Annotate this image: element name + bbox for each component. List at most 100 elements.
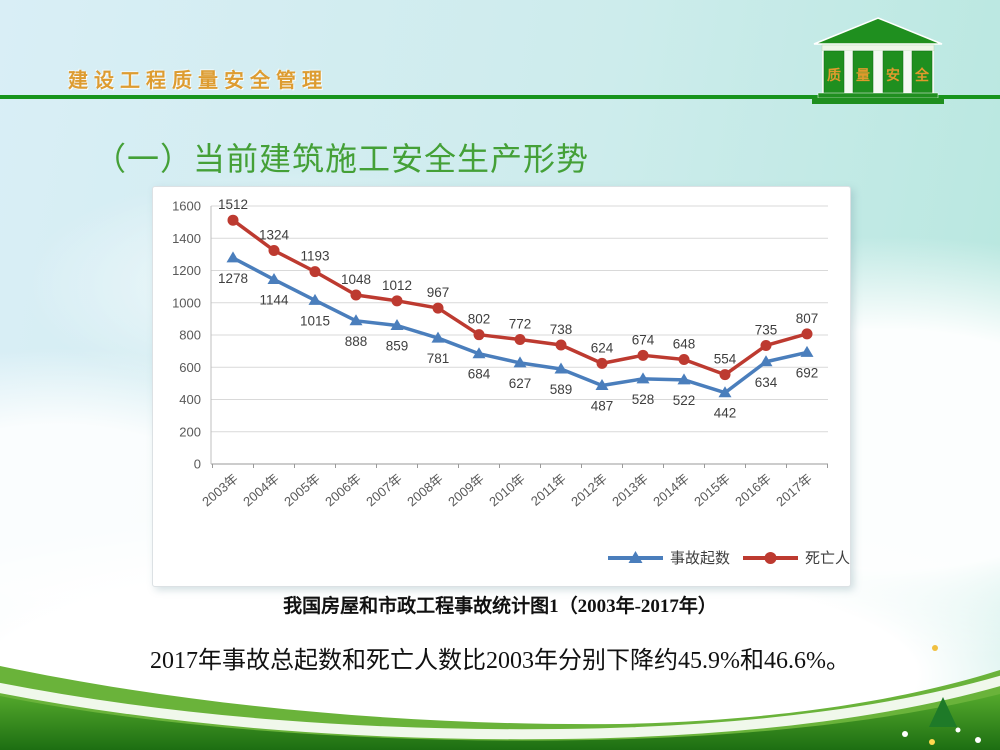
deaths-marker <box>227 214 239 226</box>
front-hill <box>0 694 1000 750</box>
deaths-value-label: 648 <box>673 337 696 352</box>
deaths-value-label: 674 <box>632 332 655 347</box>
x-axis-label: 2004年 <box>240 471 282 509</box>
deaths-marker <box>760 339 772 351</box>
deaths-value-label: 1512 <box>218 197 248 212</box>
accidents-marker <box>308 293 322 305</box>
deaths-value-label: 554 <box>714 352 737 367</box>
accidents-marker <box>800 345 814 357</box>
logo-char: 安 <box>886 67 900 83</box>
deaths-marker <box>596 357 608 369</box>
accidents-value-label: 781 <box>427 351 450 366</box>
deaths-value-label: 772 <box>509 317 532 332</box>
logo-pediment <box>813 17 943 45</box>
accidents-marker <box>513 356 527 368</box>
legend-label: 死亡人数 <box>805 550 850 567</box>
x-axis-label: 2007年 <box>363 471 405 509</box>
accidents-value-label: 528 <box>632 392 655 407</box>
accidents-marker <box>226 251 240 263</box>
accidents-value-label: 1144 <box>259 293 289 308</box>
deaths-value-label: 624 <box>591 340 614 355</box>
x-axis-label: 2005年 <box>281 471 323 509</box>
y-axis-label: 0 <box>194 457 201 472</box>
legend-marker <box>764 552 777 564</box>
x-axis-label: 2011年 <box>528 471 569 509</box>
deaths-value-label: 802 <box>468 312 491 327</box>
flower-icon <box>975 737 981 743</box>
deaths-marker <box>555 339 567 351</box>
y-axis-label: 1000 <box>172 295 201 310</box>
deaths-value-label: 738 <box>550 322 573 337</box>
deaths-marker <box>268 245 280 257</box>
accidents-value-label: 1278 <box>218 271 248 286</box>
accidents-marker <box>390 318 404 330</box>
accidents-value-label: 487 <box>591 398 614 413</box>
deaths-marker <box>391 295 403 307</box>
y-axis-label: 1600 <box>172 199 201 214</box>
logo-architrave <box>821 44 935 52</box>
header-rule <box>0 95 1000 99</box>
deaths-marker <box>432 302 444 314</box>
logo-char: 量 <box>856 67 870 83</box>
accidents-value-label: 589 <box>550 382 573 397</box>
flower-icon <box>955 727 961 733</box>
deaths-marker <box>514 334 526 346</box>
accidents-marker <box>431 331 445 343</box>
y-axis-label: 1400 <box>172 231 201 246</box>
deaths-marker <box>350 289 362 301</box>
y-axis-label: 400 <box>179 392 201 407</box>
x-axis-label: 2008年 <box>404 471 446 509</box>
y-axis-label: 800 <box>179 328 201 343</box>
accidents-value-label: 442 <box>714 406 737 421</box>
deaths-marker <box>719 369 731 381</box>
x-axis-label: 2010年 <box>486 471 528 509</box>
chart-caption: 我国房屋和市政工程事故统计图1（2003年-2017年） <box>283 596 717 617</box>
accidents-value-label: 859 <box>386 338 409 353</box>
legend-marker <box>628 551 643 563</box>
deaths-marker <box>473 329 485 341</box>
y-axis-label: 200 <box>179 424 201 439</box>
x-axis-label: 2017年 <box>773 471 815 509</box>
x-axis-label: 2003年 <box>199 471 241 509</box>
accidents-value-label: 1015 <box>300 313 330 328</box>
next-slide-triangle[interactable] <box>929 697 957 727</box>
x-axis-label: 2006年 <box>322 471 364 509</box>
x-axis-label: 2012年 <box>568 471 610 509</box>
accidents-marker <box>718 386 732 398</box>
deaths-value-label: 1193 <box>300 249 329 264</box>
logo-base-lower <box>812 98 944 104</box>
deaths-marker <box>678 354 690 366</box>
legend-label: 事故起数 <box>670 550 730 567</box>
deaths-value-label: 807 <box>796 311 819 326</box>
deaths-value-label: 967 <box>427 285 450 300</box>
deaths-value-label: 735 <box>755 322 778 337</box>
section-title: （一）当前建筑施工安全生产形势 <box>94 141 590 177</box>
flower-icon <box>902 731 908 737</box>
accidents-value-label: 627 <box>509 376 532 391</box>
logo-char: 全 <box>914 67 930 83</box>
accidents-marker <box>349 314 363 326</box>
x-axis-label: 2014年 <box>650 471 692 509</box>
accidents-marker <box>636 372 650 384</box>
deaths-marker <box>801 328 813 340</box>
flower-icon <box>929 739 935 745</box>
temple-logo-icon: 质 量 安 全 <box>812 17 944 104</box>
chart-card: 0 200 400 600 800 1000 1200 1400 1600 2003年 2004年 2… <box>152 186 851 587</box>
accidents-value-label: 634 <box>755 375 778 390</box>
deaths-marker <box>309 266 321 278</box>
accidents-value-label: 684 <box>468 367 491 382</box>
accidents-marker <box>472 347 486 359</box>
y-axis-label: 600 <box>179 360 201 375</box>
flower-icon <box>932 645 938 651</box>
logo-char: 质 <box>827 67 841 83</box>
accidents-marker <box>595 378 609 390</box>
accidents-marker <box>267 273 281 285</box>
deaths-marker <box>637 349 649 361</box>
hill-white-path <box>0 675 1000 740</box>
x-axis-label: 2016年 <box>732 471 774 509</box>
conclusion-text: 2017年事故总起数和死亡人数比2003年分别下降约45.9%和46.6%。 <box>150 648 850 674</box>
y-axis-label: 1200 <box>172 263 201 278</box>
accidents-marker <box>677 373 691 385</box>
